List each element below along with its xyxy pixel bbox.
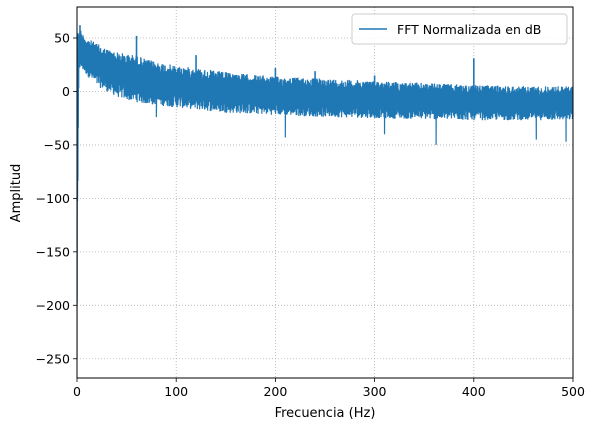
y-tick-label: −250 [36,351,70,366]
x-tick-label: 300 [363,384,387,399]
y-tick-label: 50 [54,31,70,46]
y-tick-label: 0 [62,84,70,99]
y-tick-label: −100 [36,191,70,206]
legend-label: FFT Normalizada en dB [397,22,541,37]
x-axis-label: Frecuencia (Hz) [275,406,376,421]
legend-box [351,13,568,45]
y-tick-label: −150 [36,244,70,259]
plot-frame [76,6,574,379]
y-ticks: −250 −200 −150 −100 −50 0 50 [36,31,77,366]
y-axis-label: Amplitud [9,164,24,223]
x-tick-label: 0 [73,384,81,399]
x-ticks: 0 100 200 300 400 500 [73,378,585,399]
x-tick-label: 400 [462,384,486,399]
series-line [77,30,573,359]
y-tick-label: −50 [44,137,70,152]
y-tick-label: −200 [36,298,70,313]
x-tick-label: 100 [164,384,188,399]
series-layer [77,25,573,359]
x-tick-label: 200 [263,384,287,399]
x-tick-label: 500 [561,384,585,399]
legend: FFT Normalizada en dB [351,13,568,45]
